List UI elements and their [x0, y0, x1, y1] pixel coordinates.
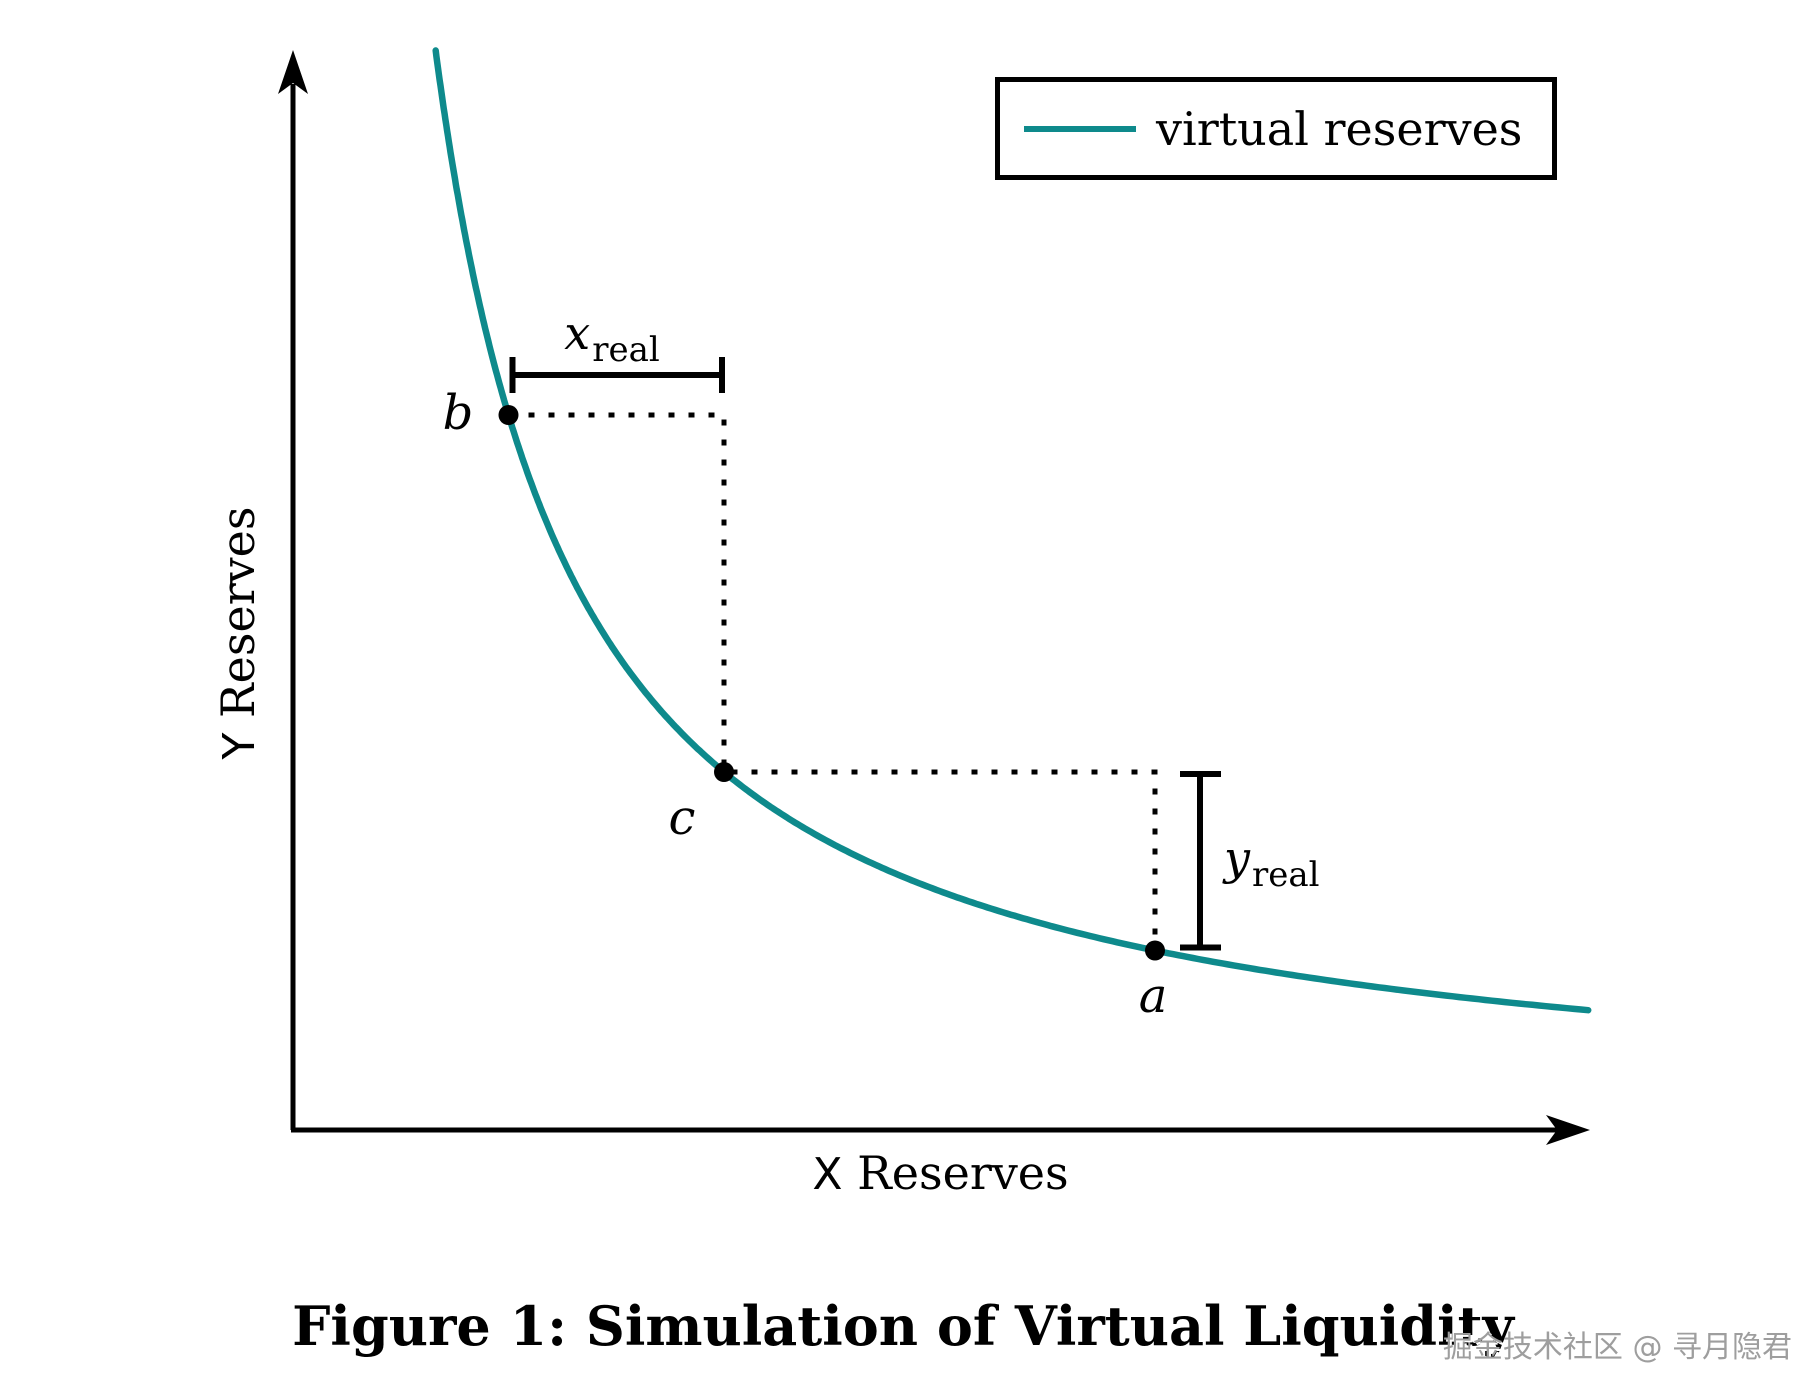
- y-real-label: yreal: [1224, 835, 1320, 892]
- x-real-bracket: [509, 357, 725, 393]
- legend-line-swatch: [1024, 125, 1136, 132]
- point-c-label: c: [668, 790, 696, 846]
- watermark-text: 掘金技术社区 @ 寻月隐君: [1442, 1330, 1792, 1365]
- x-axis-label-text: Reserves: [857, 1146, 1069, 1200]
- figure-caption: Figure 1: Simulation of Virtual Liquidit…: [292, 1294, 1514, 1358]
- point-a: [1145, 940, 1165, 961]
- x-axis-label-var: X: [812, 1149, 843, 1200]
- legend-label: virtual reserves: [1156, 101, 1523, 156]
- y-real-subscript: real: [1252, 855, 1320, 895]
- legend: virtual reserves: [995, 77, 1557, 180]
- dotted-guides: [508, 412, 1158, 951]
- point-b-label: b: [442, 385, 474, 441]
- x-real-subscript: real: [592, 330, 660, 370]
- x-real-label: xreal: [564, 310, 659, 367]
- x-axis-arrowhead-icon: [1546, 1115, 1590, 1145]
- y-axis-label: Y Reserves: [211, 506, 265, 759]
- y-axis-arrowhead-icon: [278, 50, 308, 94]
- point-b: [498, 405, 519, 425]
- point-a-label: a: [1138, 968, 1168, 1024]
- point-c: [714, 762, 734, 782]
- virtual-reserves-curve: [432, 47, 1592, 1014]
- y-axis-label-var: Y: [214, 732, 265, 760]
- y-axis-label-text: Reserves: [211, 506, 265, 718]
- x-real-var: x: [564, 306, 591, 360]
- y-real-var: y: [1224, 831, 1250, 885]
- x-axis-label: X Reserves: [293, 1146, 1588, 1200]
- y-real-bracket: [1180, 771, 1221, 951]
